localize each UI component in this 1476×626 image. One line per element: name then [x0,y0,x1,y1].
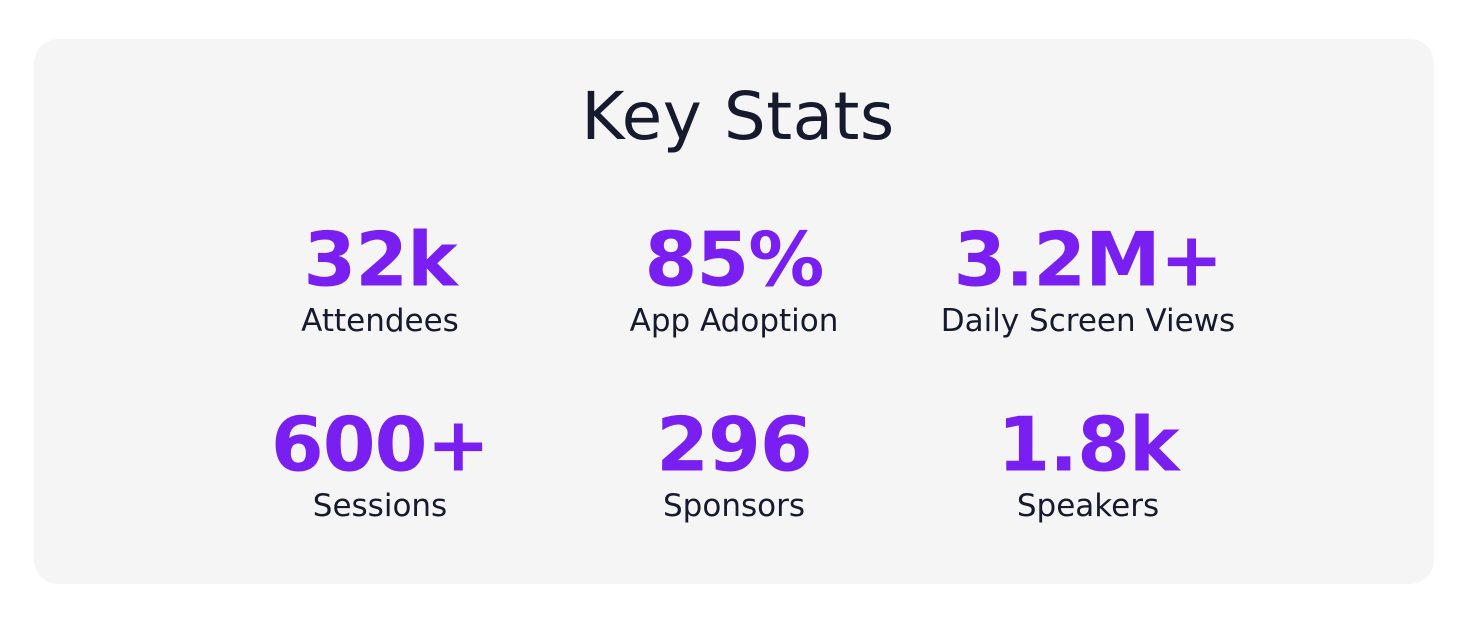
stat-speakers: 1.8k Speakers [898,407,1278,522]
stat-value: 85% [644,215,825,304]
stat-label: Daily Screen Views [940,303,1236,339]
stat-value: 296 [656,400,813,489]
stat-sessions: 600+ Sessions [190,407,570,522]
stat-attendees: 32k Attendees [190,222,570,337]
stat-app-adoption: 85% App Adoption [544,222,924,337]
stat-daily-screen-views: 3.2M+ Daily Screen Views [898,222,1278,337]
key-stats-card [34,39,1434,584]
stat-sponsors: 296 Sponsors [544,407,924,522]
page-title: Key Stats [581,78,895,155]
stat-value: 3.2M+ [953,215,1224,304]
stat-value: 1.8k [997,400,1179,489]
stat-label: App Adoption [629,303,839,339]
stat-label: Attendees [301,303,459,339]
stat-label: Speakers [1016,488,1160,524]
stat-value: 600+ [270,400,490,489]
stat-label: Sponsors [663,488,805,524]
stat-value: 32k [303,215,457,304]
stat-label: Sessions [312,488,448,524]
